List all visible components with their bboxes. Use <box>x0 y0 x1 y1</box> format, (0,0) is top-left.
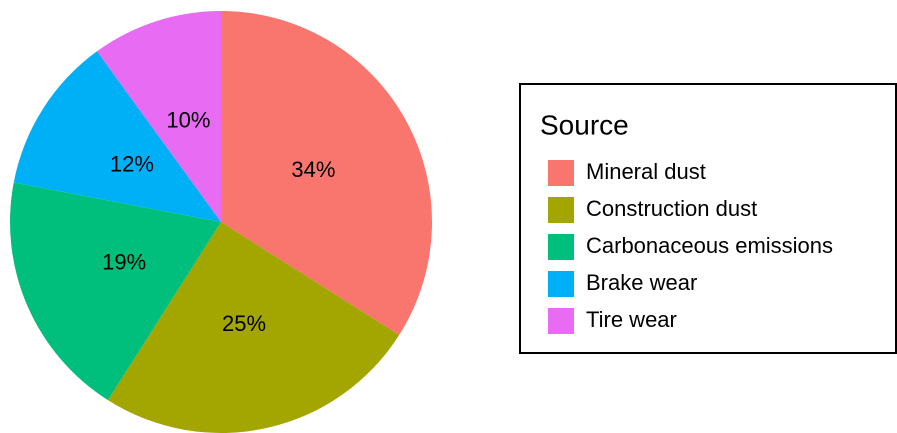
slice-label: 10% <box>166 107 210 132</box>
pie-slice <box>107 222 400 433</box>
pie-slice <box>221 11 432 336</box>
slice-label: 25% <box>222 311 266 336</box>
legend-swatch <box>548 308 574 334</box>
legend-label: Construction dust <box>586 196 757 221</box>
legend-label: Tire wear <box>586 307 677 332</box>
pie: 34% 25% 19% 12% 10% <box>9 11 432 433</box>
legend-swatch <box>548 234 574 260</box>
legend-swatch <box>548 197 574 223</box>
legend: Source Mineral dust Construction dust Carb… <box>519 83 897 354</box>
legend-label: Carbonaceous emissions <box>586 233 833 258</box>
pie-slice <box>96 11 221 222</box>
slice-label: 19% <box>102 250 146 275</box>
legend-title: Source <box>540 109 629 140</box>
legend-label: Brake wear <box>586 270 697 295</box>
slice-label: 34% <box>291 157 335 182</box>
legend-box <box>519 83 897 354</box>
legend-swatch <box>548 160 574 186</box>
pie-slice <box>9 182 221 401</box>
slice-label: 12% <box>110 151 154 176</box>
legend-swatch <box>548 271 574 297</box>
legend-label: Mineral dust <box>586 159 706 184</box>
pie-slice <box>13 51 221 223</box>
